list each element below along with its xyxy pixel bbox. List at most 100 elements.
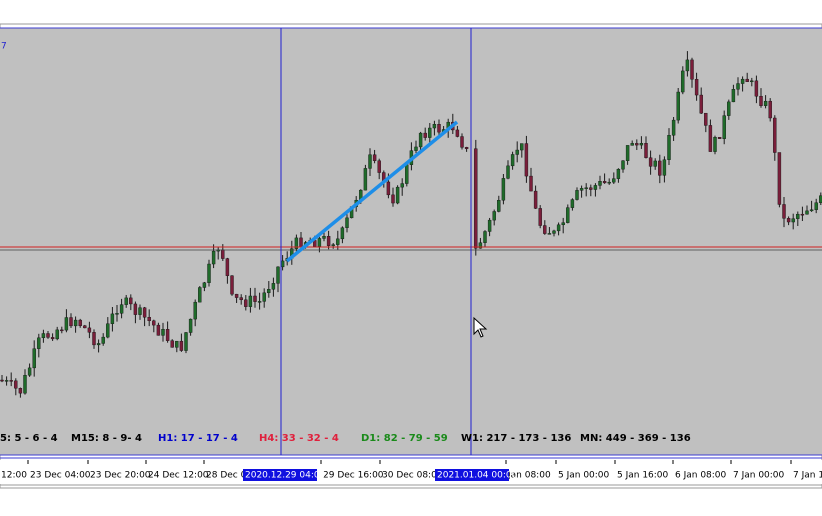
candle-body: [502, 178, 505, 200]
candle-body: [750, 81, 753, 82]
candle-body: [681, 71, 684, 92]
candle-body: [516, 150, 519, 154]
time-highlight-label: 2021.01.04 00:00: [437, 471, 518, 481]
corner-label: 7: [1, 42, 7, 52]
candle-body: [14, 381, 17, 388]
candle-body: [695, 79, 698, 95]
candle-body: [120, 305, 123, 314]
candle-body: [580, 188, 583, 190]
candle-body: [212, 251, 215, 264]
candle-body: [24, 375, 27, 393]
candle-body: [364, 168, 367, 190]
time-label: 6 Jan 08:00: [675, 471, 727, 481]
candle-body: [424, 133, 427, 137]
candle-body: [134, 304, 137, 315]
candle-body: [585, 188, 588, 189]
candle-body: [806, 211, 809, 214]
candle-body: [332, 245, 335, 246]
candle-body: [507, 166, 510, 179]
candle-body: [42, 334, 45, 338]
candle-body: [272, 283, 275, 289]
candle-body: [787, 218, 790, 222]
candle-body: [714, 137, 717, 151]
time-label: 5 Jan 16:00: [617, 471, 669, 481]
candle-body: [5, 380, 8, 381]
time-label: 29 Dec 16:00: [323, 471, 384, 481]
candle-body: [387, 182, 390, 195]
candle-body: [672, 120, 675, 135]
candle-body: [488, 220, 491, 231]
candle-body: [327, 236, 330, 245]
candle-body: [401, 184, 404, 188]
candle-body: [718, 137, 721, 138]
candle-body: [47, 334, 50, 338]
candle-body: [474, 149, 477, 249]
candle-body: [235, 294, 238, 297]
candle-body: [594, 185, 597, 189]
plot-area: [0, 28, 822, 455]
candle-body: [267, 289, 270, 293]
candle-body: [277, 267, 280, 283]
candle-body: [769, 101, 772, 118]
candle-body: [74, 320, 77, 326]
candle-body: [226, 259, 229, 276]
timeframe-stat: D1: 82 - 79 - 59: [361, 433, 448, 444]
candle-body: [249, 296, 252, 307]
candle-body: [194, 302, 197, 319]
candle-body: [691, 60, 694, 79]
candle-body: [419, 133, 422, 147]
candle-body: [33, 349, 36, 368]
candle-body: [341, 228, 344, 239]
candle-body: [562, 223, 565, 225]
candle-body: [589, 188, 592, 190]
candle-body: [617, 169, 620, 179]
candle-body: [801, 214, 804, 215]
candle-body: [51, 337, 54, 339]
candle-body: [543, 226, 546, 234]
time-label: 23 Dec 20:00: [90, 471, 151, 481]
candle-body: [166, 329, 169, 340]
candle-body: [640, 143, 643, 145]
candle-body: [102, 337, 105, 343]
candle-body: [576, 190, 579, 199]
candle-body: [631, 143, 634, 145]
timeframe-stat: MN: 449 - 369 - 136: [580, 433, 691, 444]
candle-body: [56, 330, 59, 339]
candle-body: [208, 264, 211, 283]
candle-body: [415, 147, 418, 151]
candle-body: [152, 321, 155, 325]
candle-body: [221, 250, 224, 259]
candle-body: [796, 214, 799, 219]
candle-body: [465, 147, 468, 148]
candle-body: [599, 181, 602, 185]
candle-body: [792, 219, 795, 222]
time-label: 7 Jan 00:00: [733, 471, 785, 481]
candle-body: [746, 79, 749, 82]
candle-body: [709, 125, 712, 151]
candle-body: [484, 231, 487, 242]
candle-body: [336, 239, 339, 245]
candle-body: [373, 155, 376, 161]
candle-body: [83, 326, 86, 328]
candle-body: [456, 130, 459, 137]
candle-body: [700, 95, 703, 113]
candle-body: [755, 81, 758, 96]
candle-body: [783, 204, 786, 218]
timeframe-stat: M15: 8 - 9- 4: [71, 433, 142, 444]
candle-body: [258, 301, 261, 302]
time-label: 12:00: [1, 471, 27, 481]
candle-body: [106, 324, 109, 337]
candle-body: [677, 92, 680, 120]
candle-body: [60, 330, 63, 331]
candle-body: [732, 89, 735, 102]
candle-body: [433, 124, 436, 128]
candle-body: [10, 380, 13, 381]
candle-body: [244, 300, 247, 307]
candle-body: [704, 113, 707, 125]
time-label: 5 Jan 00:00: [558, 471, 610, 481]
candle-body: [612, 179, 615, 182]
candle-body: [645, 143, 648, 157]
candle-body: [530, 176, 533, 191]
